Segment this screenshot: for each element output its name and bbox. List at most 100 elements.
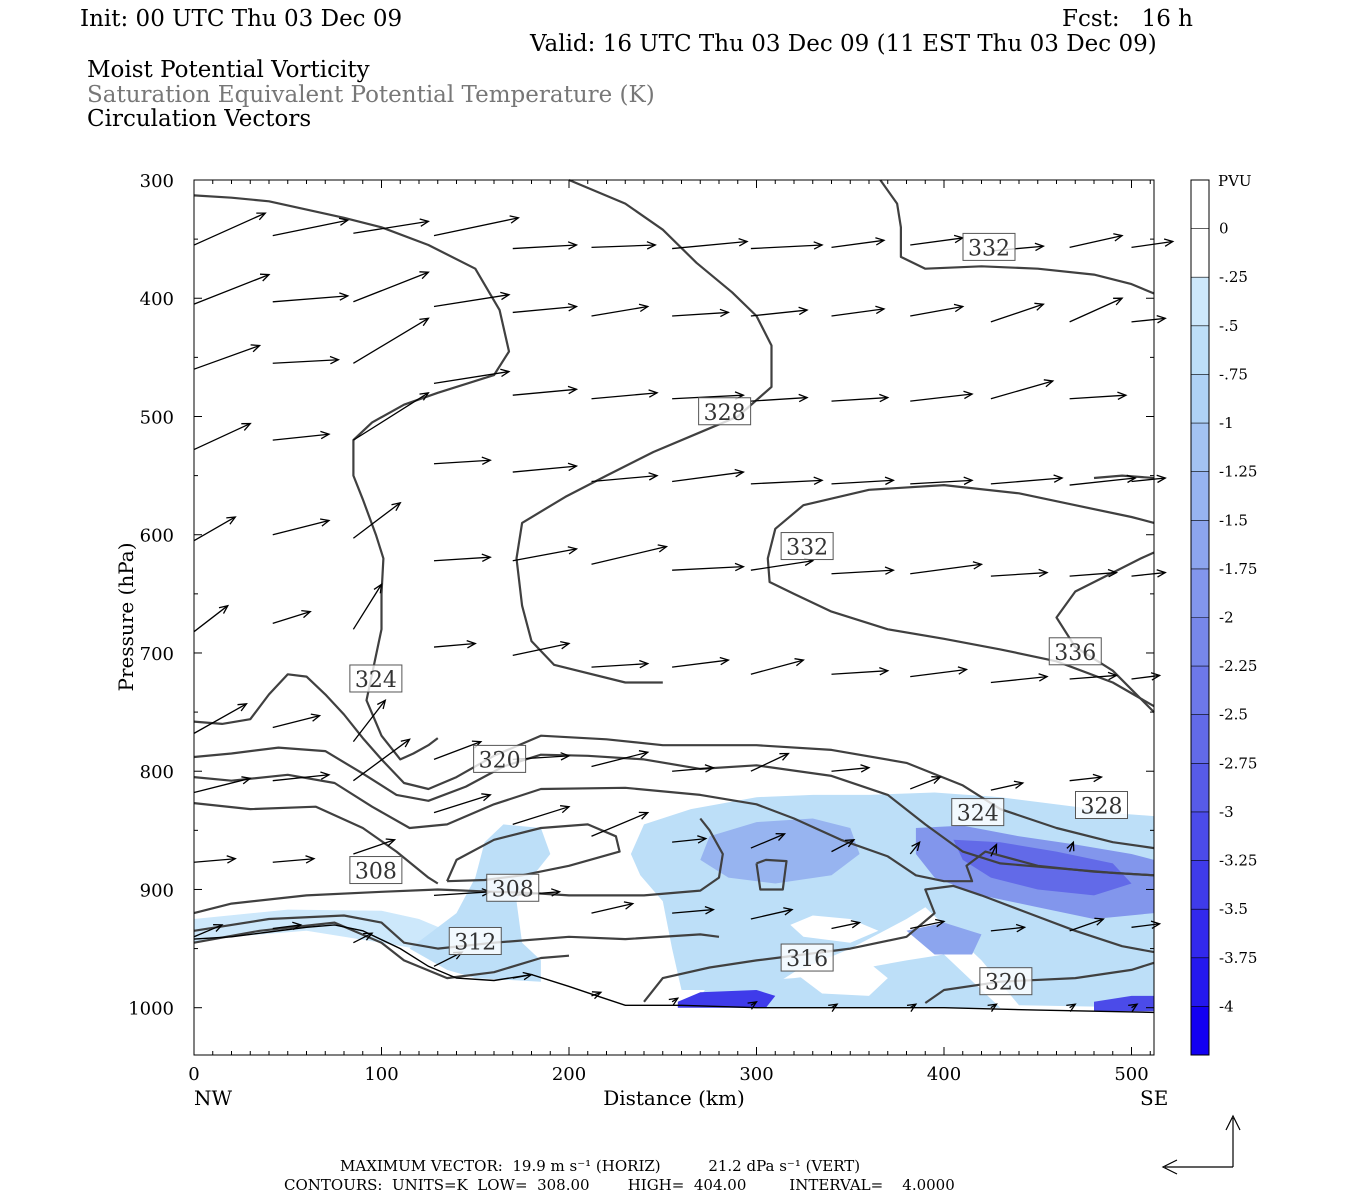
theta-es-contour bbox=[193, 921, 570, 980]
vector-head bbox=[567, 302, 579, 312]
vector-head bbox=[339, 292, 350, 301]
contour-label: 328 bbox=[1075, 791, 1128, 820]
vector-shaft bbox=[512, 388, 577, 396]
vector-shaft bbox=[910, 305, 963, 317]
circulation-vector bbox=[1131, 314, 1167, 324]
vector-head bbox=[1053, 474, 1064, 483]
theta-es-contours bbox=[193, 178, 1155, 1004]
vector-shaft bbox=[909, 841, 921, 855]
y-tick-label: 1000 bbox=[128, 999, 174, 1020]
vector-shaft bbox=[910, 479, 973, 485]
theta-es-contour bbox=[193, 914, 720, 950]
circulation-vector bbox=[831, 920, 862, 930]
circulation-vector bbox=[910, 561, 984, 575]
vector-head bbox=[481, 456, 492, 465]
circulation-vector bbox=[831, 566, 895, 575]
theta-es-contour bbox=[515, 178, 773, 684]
circulation-vector bbox=[272, 355, 340, 365]
circulation-vector bbox=[352, 738, 411, 782]
vector-head bbox=[567, 385, 579, 395]
vector-shaft bbox=[910, 776, 941, 790]
colorbar-swatch bbox=[1191, 471, 1209, 521]
circulation-vector bbox=[591, 659, 650, 669]
circulation-vector bbox=[352, 699, 387, 743]
circulation-vector bbox=[272, 217, 350, 237]
vector-shaft bbox=[1131, 923, 1160, 928]
vector-shaft bbox=[831, 569, 894, 575]
circulation-vector bbox=[750, 306, 809, 317]
vector-shaft bbox=[433, 294, 510, 308]
circulation-vector bbox=[990, 923, 1027, 933]
vector-head bbox=[1038, 568, 1049, 578]
circulation-vector bbox=[193, 212, 267, 246]
circulation-vector bbox=[591, 991, 603, 1000]
circulation-vector bbox=[1069, 917, 1105, 932]
vector-shaft bbox=[512, 642, 570, 656]
circulation-vector bbox=[906, 1003, 918, 1012]
vector-shaft bbox=[672, 837, 706, 843]
circulation-vector bbox=[1066, 1003, 1077, 1012]
vector-head bbox=[906, 1003, 918, 1012]
circulation-vector bbox=[747, 1000, 758, 1010]
x-tick-label: 300 bbox=[739, 1064, 773, 1085]
circulation-vector bbox=[910, 666, 969, 678]
circulation-vector bbox=[353, 218, 430, 234]
circulation-vector bbox=[910, 390, 974, 402]
circulation-vector bbox=[831, 764, 871, 773]
vector-shaft bbox=[750, 396, 808, 402]
contour-label: 312 bbox=[448, 926, 502, 955]
vector-shaft bbox=[591, 474, 658, 483]
circulation-vector bbox=[668, 997, 680, 1007]
vector-head bbox=[256, 212, 267, 221]
vector-shaft bbox=[353, 932, 373, 944]
circulation-vector bbox=[910, 303, 965, 317]
vector-shaft bbox=[831, 396, 888, 402]
vector-shaft bbox=[1131, 240, 1173, 249]
vector-head bbox=[1117, 391, 1128, 400]
contour-label-box bbox=[780, 943, 834, 972]
circulation-vector bbox=[828, 1003, 839, 1012]
vector-shaft bbox=[272, 219, 348, 237]
circulation-vector bbox=[512, 385, 579, 396]
vector-head bbox=[963, 476, 974, 486]
vector-head bbox=[1015, 923, 1027, 933]
vector-head bbox=[500, 291, 511, 301]
x-end-right-label: SE bbox=[1140, 1086, 1168, 1110]
colorbar-swatch bbox=[1191, 714, 1209, 764]
vector-shaft bbox=[433, 217, 519, 237]
vector-head bbox=[987, 1003, 998, 1012]
circulation-vector bbox=[750, 393, 809, 403]
y-tick-label: 300 bbox=[140, 171, 174, 192]
vector-shaft bbox=[591, 903, 633, 914]
contour-label: 328 bbox=[698, 397, 752, 426]
vector-shaft bbox=[193, 212, 266, 246]
vector-head bbox=[1107, 671, 1119, 681]
vector-head bbox=[305, 855, 316, 864]
circulation-vector bbox=[1131, 238, 1175, 249]
vector-shaft bbox=[512, 305, 577, 314]
vector-shaft bbox=[831, 921, 860, 930]
circulation-vector bbox=[591, 811, 650, 837]
vector-shaft bbox=[433, 370, 510, 385]
vector-head bbox=[1034, 302, 1045, 311]
vector-shaft bbox=[672, 566, 744, 571]
vector-shaft bbox=[672, 471, 744, 483]
contour-label-text: 324 bbox=[957, 802, 999, 827]
vector-head bbox=[648, 472, 659, 481]
circulation-vector bbox=[193, 273, 271, 305]
vector-shaft bbox=[1069, 841, 1074, 852]
vector-head bbox=[560, 805, 571, 814]
circulation-vector bbox=[512, 805, 571, 826]
vector-head bbox=[373, 583, 383, 594]
circulation-vector bbox=[591, 389, 659, 400]
contour-label: 308 bbox=[349, 856, 403, 885]
vector-shaft bbox=[272, 774, 330, 782]
circulation-vector bbox=[591, 472, 659, 483]
circulation-vector bbox=[353, 838, 397, 855]
vector-head bbox=[226, 855, 237, 864]
vector-shaft bbox=[193, 924, 223, 938]
max-vector-note: MAXIMUM VECTOR: 19.9 m s⁻¹ (HORIZ) 21.2 … bbox=[340, 1157, 861, 1175]
theta-es-contour bbox=[193, 817, 724, 915]
vector-shaft bbox=[990, 782, 1023, 791]
vector-head bbox=[250, 344, 262, 353]
